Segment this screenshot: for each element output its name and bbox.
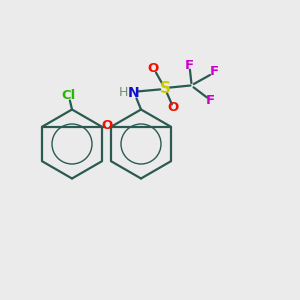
Text: Cl: Cl [62, 89, 76, 103]
Text: F: F [210, 65, 219, 79]
Text: N: N [128, 86, 139, 100]
Text: H: H [118, 86, 128, 99]
Text: O: O [168, 101, 179, 115]
Text: S: S [160, 81, 170, 96]
Text: O: O [102, 119, 113, 132]
Text: F: F [184, 58, 194, 72]
Text: F: F [206, 94, 214, 107]
Text: O: O [147, 62, 159, 76]
